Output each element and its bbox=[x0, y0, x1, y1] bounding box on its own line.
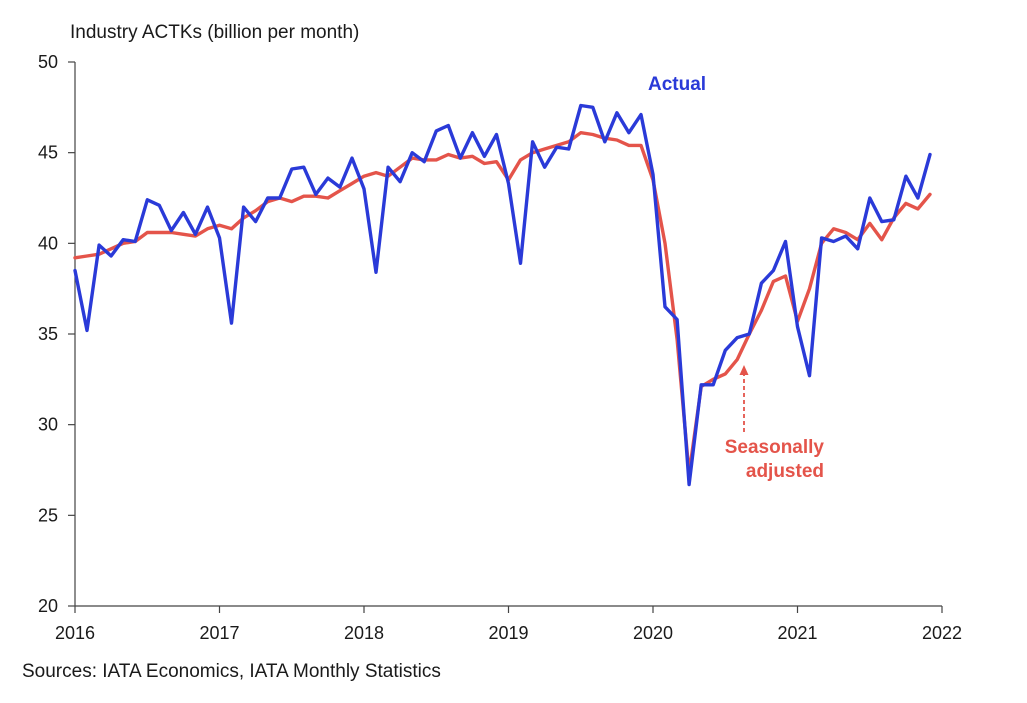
y-axis-label: Industry ACTKs (billion per month) bbox=[70, 22, 359, 43]
x-tick-label: 2017 bbox=[199, 623, 239, 643]
x-ticks: 2016 2017 2018 2019 2020 2021 2022 bbox=[55, 606, 962, 643]
annotation-actual: Actual bbox=[648, 74, 706, 95]
x-tick-label: 2020 bbox=[633, 623, 673, 643]
annotation-arrowhead bbox=[739, 365, 749, 375]
y-tick-label: 25 bbox=[38, 505, 58, 525]
annotation-seasonally-adjusted: Seasonally adjusted bbox=[725, 365, 825, 482]
y-tick-label: 35 bbox=[38, 324, 58, 344]
source-note: Sources: IATA Economics, IATA Monthly St… bbox=[22, 661, 441, 682]
series-group bbox=[73, 103, 932, 487]
y-tick-label: 20 bbox=[38, 596, 58, 616]
y-tick-label: 45 bbox=[38, 143, 58, 163]
series-line-seasonally-adjusted bbox=[73, 130, 932, 476]
x-tick-label: 2018 bbox=[344, 623, 384, 643]
series-line-actual bbox=[73, 103, 932, 487]
annotation-label-line1: Seasonally bbox=[725, 437, 825, 458]
x-tick-label: 2016 bbox=[55, 623, 95, 643]
x-tick-label: 2021 bbox=[777, 623, 817, 643]
y-tick-label: 50 bbox=[38, 52, 58, 72]
x-tick-label: 2022 bbox=[922, 623, 962, 643]
x-tick-label: 2019 bbox=[488, 623, 528, 643]
annotation-label-line2: adjusted bbox=[746, 461, 824, 482]
y-tick-label: 30 bbox=[38, 415, 58, 435]
y-tick-label: 40 bbox=[38, 233, 58, 253]
y-ticks: 20 25 30 35 40 45 50 bbox=[38, 52, 75, 616]
